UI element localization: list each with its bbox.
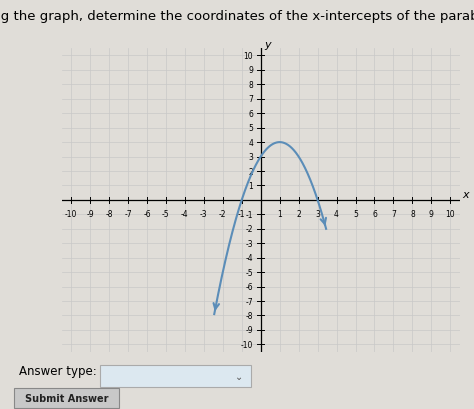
Text: 10: 10 [446,209,455,218]
Text: 10: 10 [244,52,253,61]
Text: 2: 2 [296,209,301,218]
Text: 9: 9 [429,209,434,218]
Text: 5: 5 [248,124,253,133]
Text: 7: 7 [391,209,396,218]
Text: -9: -9 [86,209,94,218]
Text: Submit Answer: Submit Answer [25,393,108,403]
Text: 2: 2 [248,167,253,176]
Text: -4: -4 [181,209,189,218]
Text: 5: 5 [353,209,358,218]
Text: 4: 4 [248,138,253,147]
Text: ⌄: ⌄ [235,371,244,381]
Text: 6: 6 [248,110,253,119]
Text: -10: -10 [65,209,77,218]
Text: 3: 3 [248,153,253,162]
Text: -8: -8 [246,311,253,320]
Text: y: y [264,40,271,50]
Text: -6: -6 [246,282,253,291]
Text: -1: -1 [246,210,253,219]
Text: -3: -3 [246,239,253,248]
Text: 7: 7 [248,95,253,104]
Text: -5: -5 [162,209,170,218]
Text: -2: -2 [219,209,227,218]
Text: 9: 9 [248,66,253,75]
Text: 6: 6 [372,209,377,218]
Text: 4: 4 [334,209,339,218]
Text: 8: 8 [410,209,415,218]
Text: -1: -1 [238,209,246,218]
Text: -4: -4 [246,254,253,263]
FancyBboxPatch shape [14,388,118,409]
Text: Using the graph, determine the coordinates of the x-intercepts of the parabola.: Using the graph, determine the coordinat… [0,10,474,23]
Text: -10: -10 [241,340,253,349]
Text: -6: -6 [143,209,151,218]
Text: -9: -9 [246,326,253,335]
Text: -8: -8 [105,209,113,218]
Text: 3: 3 [315,209,320,218]
Text: -3: -3 [200,209,208,218]
Text: x: x [462,190,469,200]
Text: Answer type:: Answer type: [19,364,97,377]
Text: -7: -7 [124,209,132,218]
FancyBboxPatch shape [100,365,251,387]
Text: 1: 1 [277,209,282,218]
Text: 8: 8 [248,81,253,90]
Text: -5: -5 [246,268,253,277]
Text: 1: 1 [248,182,253,191]
Text: -7: -7 [246,297,253,306]
Text: -2: -2 [246,225,253,234]
